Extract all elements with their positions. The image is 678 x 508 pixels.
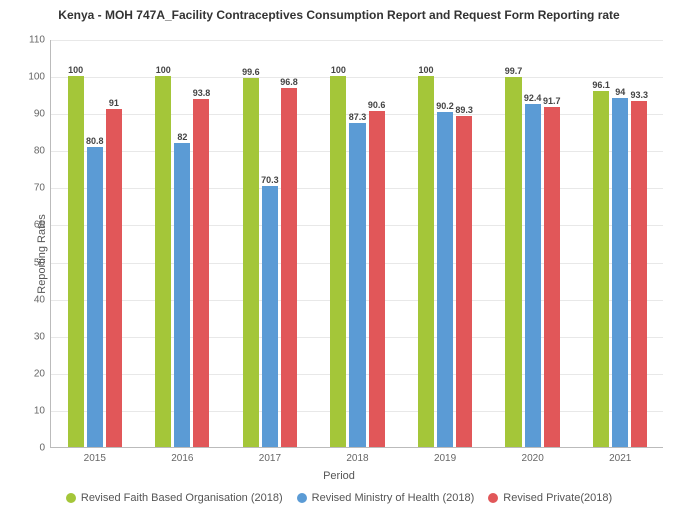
bar [612, 98, 628, 447]
bar [243, 78, 259, 447]
bar-value-label: 100 [68, 65, 83, 75]
gridline [51, 77, 663, 78]
bar [106, 109, 122, 447]
bar [174, 143, 190, 447]
bar [262, 186, 278, 447]
bar [87, 147, 103, 447]
legend: Revised Faith Based Organisation (2018) R… [0, 492, 678, 504]
bar-value-label: 100 [331, 65, 346, 75]
legend-item: Revised Faith Based Organisation (2018) [66, 492, 283, 504]
y-tick-label: 80 [34, 146, 51, 157]
legend-swatch [297, 493, 307, 503]
bar-value-label: 87.3 [349, 112, 367, 122]
legend-label: Revised Ministry of Health (2018) [312, 492, 475, 504]
y-tick-label: 60 [34, 220, 51, 231]
y-tick-label: 20 [34, 368, 51, 379]
y-tick-label: 0 [39, 443, 51, 454]
bar-value-label: 91.7 [543, 96, 561, 106]
y-tick-label: 90 [34, 109, 51, 120]
legend-item: Revised Private(2018) [488, 492, 612, 504]
x-tick-label: 2019 [434, 447, 456, 464]
bar-value-label: 99.7 [505, 66, 523, 76]
legend-label: Revised Faith Based Organisation (2018) [81, 492, 283, 504]
chart-title: Kenya - MOH 747A_Facility Contraceptives… [0, 8, 678, 22]
bar-value-label: 82 [177, 132, 187, 142]
plot-area: 0102030405060708090100110201510080.89120… [50, 40, 663, 448]
bar [68, 76, 84, 447]
gridline [51, 40, 663, 41]
bar-value-label: 96.8 [280, 77, 298, 87]
bar-value-label: 93.8 [193, 88, 211, 98]
bar [544, 107, 560, 447]
bar-value-label: 99.6 [242, 67, 260, 77]
legend-label: Revised Private(2018) [503, 492, 612, 504]
bar-value-label: 100 [156, 65, 171, 75]
x-tick-label: 2018 [346, 447, 368, 464]
bar [631, 101, 647, 447]
bar-value-label: 90.6 [368, 100, 386, 110]
legend-swatch [488, 493, 498, 503]
bar [593, 91, 609, 447]
bar-value-label: 100 [418, 65, 433, 75]
legend-item: Revised Ministry of Health (2018) [297, 492, 475, 504]
x-tick-label: 2020 [522, 447, 544, 464]
y-tick-label: 30 [34, 331, 51, 342]
bar-value-label: 90.2 [436, 101, 454, 111]
bar-value-label: 92.4 [524, 93, 542, 103]
y-tick-label: 100 [28, 72, 51, 83]
bar-value-label: 70.3 [261, 175, 279, 185]
y-tick-label: 70 [34, 183, 51, 194]
chart-container: Kenya - MOH 747A_Facility Contraceptives… [0, 0, 678, 508]
bar-value-label: 80.8 [86, 136, 104, 146]
bar [525, 104, 541, 447]
bar-value-label: 94 [615, 87, 625, 97]
bar [505, 77, 521, 447]
bar-value-label: 91 [109, 98, 119, 108]
bar [155, 76, 171, 447]
x-axis-label: Period [0, 470, 678, 482]
bar [369, 111, 385, 447]
bar-value-label: 96.1 [592, 80, 610, 90]
x-tick-label: 2021 [609, 447, 631, 464]
y-tick-label: 40 [34, 294, 51, 305]
bar [281, 88, 297, 447]
legend-swatch [66, 493, 76, 503]
y-tick-label: 10 [34, 405, 51, 416]
bar [193, 99, 209, 447]
bar-value-label: 93.3 [631, 90, 649, 100]
y-tick-label: 50 [34, 257, 51, 268]
bar-value-label: 89.3 [455, 105, 473, 115]
bar [456, 116, 472, 447]
x-tick-label: 2015 [84, 447, 106, 464]
x-tick-label: 2016 [171, 447, 193, 464]
bar [418, 76, 434, 447]
bar [330, 76, 346, 447]
y-tick-label: 110 [29, 35, 51, 46]
bar [437, 112, 453, 447]
x-tick-label: 2017 [259, 447, 281, 464]
bar [349, 123, 365, 447]
